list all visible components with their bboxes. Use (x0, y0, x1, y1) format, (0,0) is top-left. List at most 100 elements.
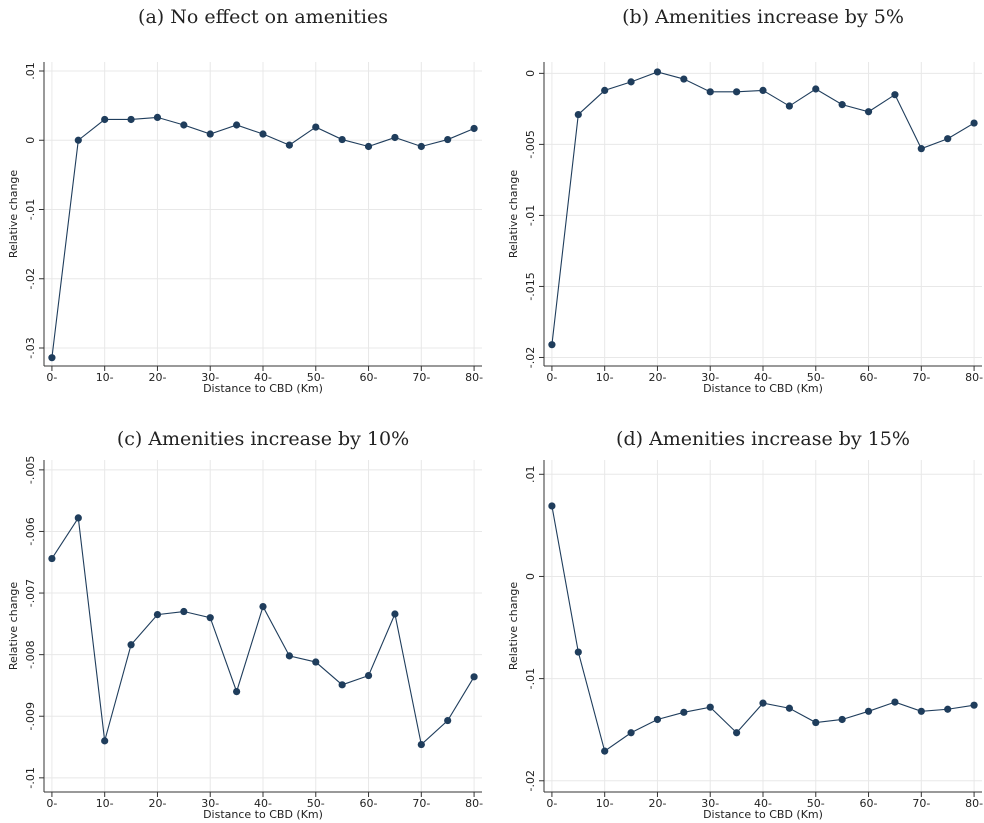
y-tick-label: -.005 (524, 130, 537, 158)
data-point (601, 747, 609, 755)
x-tick-label: 70- (912, 371, 930, 384)
y-axis-label: Relative change (507, 582, 520, 671)
x-tick-label: 80- (465, 797, 483, 810)
data-point (838, 101, 846, 109)
data-point (48, 554, 56, 563)
data-point (759, 86, 767, 95)
data-point (74, 514, 82, 522)
y-tick-label: -.009 (24, 702, 37, 730)
x-tick-label: 80- (465, 371, 483, 384)
data-point (601, 86, 609, 95)
data-point (470, 673, 478, 681)
x-tick-label: 20- (148, 371, 166, 384)
data-point (864, 707, 873, 715)
y-tick-label: 0 (524, 70, 537, 77)
data-point (153, 113, 162, 121)
data-point (364, 671, 373, 680)
x-tick-label: 20- (148, 797, 166, 810)
x-axis-label: Distance to CBD (Km) (703, 382, 823, 395)
x-tick-label: 60- (860, 371, 878, 384)
data-point (233, 121, 241, 129)
data-point (680, 708, 688, 716)
x-tick-label: 10- (596, 371, 614, 384)
data-point (259, 602, 267, 611)
data-point (548, 502, 556, 510)
data-point (812, 718, 820, 727)
data-point (574, 110, 582, 119)
data-point (206, 614, 214, 622)
data-point (706, 703, 714, 711)
data-point (180, 121, 188, 129)
data-point (206, 130, 214, 138)
data-point (127, 641, 135, 649)
x-tick-label: 60- (360, 371, 378, 384)
y-tick-label: -.03 (24, 337, 37, 358)
data-point (101, 115, 109, 124)
x-tick-label: 50- (307, 371, 325, 384)
y-tick-label: -.01 (24, 199, 37, 220)
data-point (970, 701, 978, 709)
data-point (101, 737, 109, 745)
y-tick-label: -.02 (24, 268, 37, 289)
chart-title: (c) Amenities increase by 10% (117, 428, 409, 450)
data-point (838, 715, 846, 724)
data-point (785, 704, 793, 712)
data-point (574, 648, 582, 656)
data-point (312, 123, 320, 131)
data-point (338, 135, 346, 144)
data-point (444, 716, 452, 725)
x-tick-label: 30- (701, 797, 719, 810)
data-point (285, 652, 293, 660)
data-point (891, 91, 899, 99)
x-tick-label: 40- (754, 797, 772, 810)
chart-title: (a) No effect on amenities (138, 6, 388, 28)
data-point (653, 715, 662, 724)
x-tick-label: 0- (546, 371, 557, 384)
x-tick-label: 30- (701, 371, 719, 384)
data-point (233, 687, 241, 696)
x-tick-label: 80- (965, 797, 983, 810)
data-point (733, 88, 741, 96)
data-point (812, 85, 820, 93)
data-point (917, 145, 925, 153)
y-tick-label: -.015 (524, 272, 537, 300)
data-point (417, 142, 425, 151)
x-axis-label: Distance to CBD (Km) (703, 808, 823, 821)
x-tick-label: 70- (412, 371, 430, 384)
x-tick-label: 30- (201, 371, 219, 384)
x-tick-label: 0- (546, 797, 557, 810)
x-tick-label: 20- (648, 371, 666, 384)
data-point (312, 658, 320, 666)
y-tick-label: -.006 (24, 517, 37, 545)
x-tick-label: 40- (254, 371, 272, 384)
y-tick-label: -.02 (524, 770, 537, 791)
x-tick-label: 40- (754, 371, 772, 384)
x-tick-label: 10- (96, 371, 114, 384)
data-point (627, 729, 635, 737)
data-point (785, 102, 793, 110)
x-tick-label: 50- (807, 371, 825, 384)
data-point (680, 75, 688, 83)
y-tick-label: .01 (524, 466, 537, 484)
y-tick-label: -.005 (24, 456, 37, 484)
data-point (917, 707, 925, 715)
y-axis-label: Relative change (7, 170, 20, 259)
y-tick-label: -.01 (524, 205, 537, 226)
x-tick-label: 0- (46, 371, 57, 384)
x-tick-label: 0- (46, 797, 57, 810)
data-point (74, 136, 82, 144)
y-tick-label: 0 (24, 137, 37, 144)
y-tick-label: -.007 (24, 579, 37, 607)
y-tick-label: 0 (524, 573, 537, 580)
data-point (706, 88, 714, 96)
data-point (759, 699, 767, 707)
data-point (364, 142, 373, 151)
x-tick-label: 20- (648, 797, 666, 810)
x-axis-label: Distance to CBD (Km) (203, 382, 323, 395)
data-point (653, 68, 662, 76)
x-tick-label: 70- (412, 797, 430, 810)
data-point (338, 681, 346, 689)
data-point (944, 705, 952, 713)
x-axis-label: Distance to CBD (Km) (203, 808, 323, 821)
